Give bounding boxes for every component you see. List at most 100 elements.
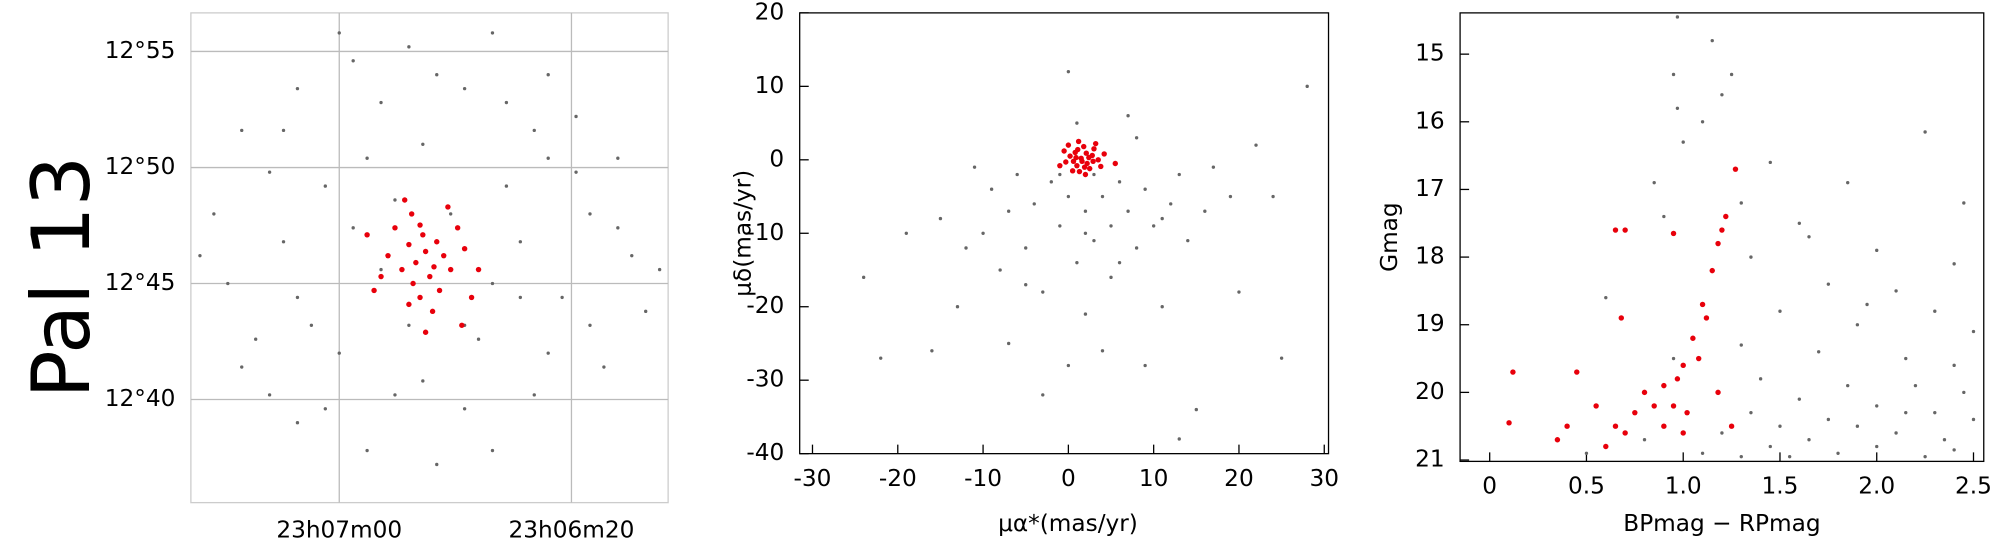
y-tick-label: 20: [755, 0, 785, 25]
data-point: [459, 322, 465, 328]
data-point: [964, 246, 968, 250]
data-point: [406, 301, 412, 308]
data-point: [1778, 309, 1782, 313]
data-point: [1510, 369, 1516, 375]
data-point: [1680, 430, 1686, 436]
data-point: [267, 170, 272, 174]
data-point: [337, 351, 341, 355]
data-point: [365, 448, 369, 453]
data-point: [1797, 397, 1802, 401]
data-point: [1086, 165, 1093, 172]
data-point: [1066, 363, 1071, 368]
data-point: [1024, 246, 1028, 250]
data-point: [1700, 451, 1705, 455]
data-point: [1728, 423, 1735, 429]
x-tick-label: 30: [1309, 465, 1339, 492]
data-point: [1904, 356, 1908, 361]
x-axis-label: BPmag − RPmag: [1623, 510, 1820, 537]
data-point: [378, 273, 384, 280]
data-point: [422, 248, 429, 255]
data-point: [1083, 209, 1088, 213]
data-point: [1758, 377, 1763, 381]
data-point: [1058, 172, 1062, 177]
data-point: [379, 100, 383, 105]
data-point: [407, 323, 411, 327]
data-point: [1066, 69, 1071, 74]
data-point: [657, 267, 662, 272]
data-point: [1186, 238, 1190, 243]
data-point: [410, 280, 416, 287]
data-point: [1715, 240, 1721, 247]
data-point: [1098, 163, 1104, 170]
data-point: [1032, 202, 1036, 206]
data-point: [930, 349, 934, 353]
y-tick-label: 21: [1415, 446, 1445, 473]
data-point: [1279, 356, 1284, 360]
data-point: [1787, 454, 1792, 459]
data-point: [1151, 224, 1156, 228]
data-point: [309, 323, 314, 327]
data-point: [1670, 230, 1677, 237]
data-point: [1075, 146, 1081, 153]
data-point: [421, 379, 425, 383]
data-point: [1083, 231, 1088, 235]
data-point: [630, 253, 634, 258]
data-point: [1092, 238, 1096, 243]
data-point: [861, 275, 866, 280]
data-point: [1169, 202, 1173, 206]
data-point: [1962, 201, 1966, 205]
data-point: [1942, 438, 1947, 442]
data-point: [476, 337, 481, 341]
data-point: [1652, 181, 1656, 185]
data-point: [1041, 290, 1045, 294]
y-tick-label: 19: [1415, 310, 1445, 337]
data-point: [1083, 150, 1089, 156]
data-point: [379, 267, 383, 272]
data-point: [972, 165, 977, 169]
data-point: [998, 268, 1002, 272]
data-point: [1699, 301, 1706, 308]
data-point: [532, 128, 536, 133]
data-point: [1797, 221, 1802, 225]
data-point: [1875, 248, 1879, 253]
data-point: [518, 295, 523, 300]
data-point: [955, 305, 960, 309]
data-point: [1749, 411, 1753, 415]
data-point: [1006, 209, 1011, 213]
x-tick-label: 2.5: [1955, 473, 1992, 500]
data-point: [1109, 224, 1113, 228]
x-tick-label: 0: [1482, 473, 1497, 500]
data-point: [1952, 448, 1956, 452]
data-point: [1066, 194, 1071, 199]
x-tick-label: 2.0: [1858, 473, 1895, 500]
data-point: [385, 252, 391, 259]
data-point: [1134, 136, 1139, 140]
y-tick-label: 0: [769, 145, 784, 172]
y-tick-label: 10: [755, 72, 785, 99]
data-point: [454, 225, 461, 231]
data-point: [574, 170, 578, 174]
y-tick-label: -40: [746, 439, 784, 466]
data-point: [1075, 138, 1082, 145]
data-point: [1855, 424, 1860, 428]
data-point: [1069, 168, 1076, 174]
data-point: [392, 225, 398, 231]
data-point: [1700, 120, 1705, 124]
data-point: [1075, 121, 1079, 125]
data-point: [1826, 282, 1831, 286]
cluster-label: Pal 13: [15, 156, 108, 399]
data-point: [1063, 159, 1069, 165]
data-point: [504, 184, 509, 188]
data-point: [436, 287, 443, 294]
y-tick-label: 17: [1415, 175, 1445, 202]
data-point: [1661, 423, 1667, 429]
data-point: [1070, 158, 1077, 164]
data-point: [1564, 423, 1570, 429]
data-point: [427, 273, 433, 280]
data-point: [295, 295, 300, 300]
y-tick-label: 12°40: [105, 385, 176, 412]
data-point: [1826, 417, 1831, 422]
data-point: [240, 365, 244, 369]
data-point: [1904, 411, 1908, 415]
